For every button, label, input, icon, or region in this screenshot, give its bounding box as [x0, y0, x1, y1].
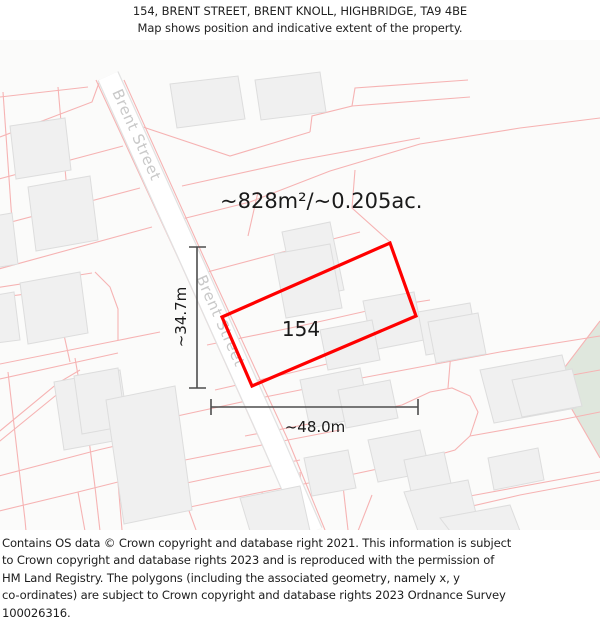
copyright-line-5: 100026316. [2, 605, 71, 620]
plot-number-label: 154 [282, 317, 320, 341]
area-label: ~828m²/~0.205ac. [220, 189, 422, 213]
page-subtitle: Map shows position and indicative extent… [137, 21, 463, 35]
dimension-width: ~48.0m [210, 399, 419, 436]
copyright-line-1: Contains OS data © Crown copyright and d… [2, 536, 512, 550]
property-boundary-polygon[interactable] [219, 240, 419, 389]
dimension-height-label: ~34.7m [172, 287, 190, 348]
page-title: 154, BRENT STREET, BRENT KNOLL, HIGHBRID… [132, 4, 468, 18]
dimension-height: ~34.7m [172, 246, 206, 389]
copyright-notice: Contains OS data © Crown copyright and d… [0, 530, 600, 625]
copyright-line-2: to Crown copyright and database rights 2… [2, 553, 495, 568]
buildings [0, 71, 583, 530]
map-canvas[interactable]: Brent Street Brent Street ~828m²/~0.205a… [0, 40, 600, 530]
copyright-line-3: HM Land Registry. The polygons (includin… [2, 570, 460, 585]
map-header: 154, BRENT STREET, BRENT KNOLL, HIGHBRID… [0, 0, 600, 40]
copyright-line-4: co-ordinates) are subject to Crown copyr… [2, 588, 506, 603]
dimension-width-label: ~48.0m [285, 418, 346, 436]
property-map[interactable]: Brent Street Brent Street ~828m²/~0.205a… [0, 40, 600, 530]
road-brent-street [97, 71, 323, 530]
